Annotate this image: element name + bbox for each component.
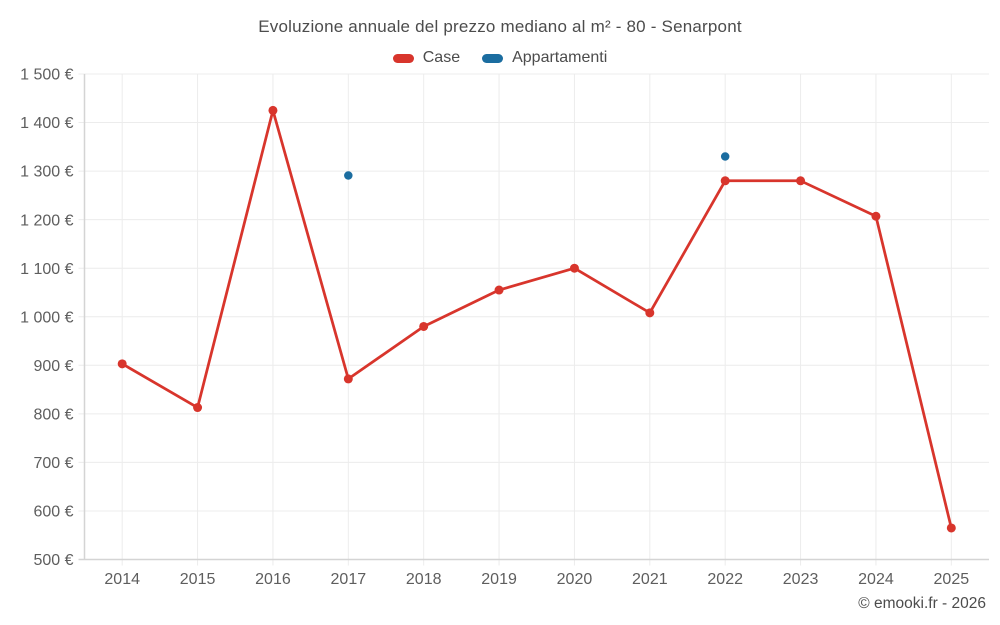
y-axis-label-1500: 1 500 € bbox=[20, 67, 73, 84]
chart-title: Evoluzione annuale del prezzo mediano al… bbox=[258, 17, 742, 36]
case-point-2016[interactable] bbox=[268, 105, 278, 115]
x-axis-label-2017: 2017 bbox=[331, 571, 367, 588]
x-axis-label-2025: 2025 bbox=[934, 571, 970, 588]
x-axis-label-2015: 2015 bbox=[180, 571, 216, 588]
case-line bbox=[120, 109, 953, 530]
copyright-footer: © emooki.fr - 2026 bbox=[858, 595, 986, 612]
case-point-2023[interactable] bbox=[796, 176, 806, 186]
case-point-2015[interactable] bbox=[193, 403, 203, 413]
case-point-2024[interactable] bbox=[871, 211, 881, 221]
y-axis-label-1300: 1 300 € bbox=[20, 164, 73, 181]
legend-item-case[interactable]: Case bbox=[392, 49, 461, 67]
legend-item-appartamenti[interactable]: Appartamenti bbox=[482, 49, 607, 67]
case-point-2022[interactable] bbox=[720, 176, 730, 186]
case-point-2021[interactable] bbox=[645, 308, 655, 318]
case-point-2017[interactable] bbox=[343, 374, 353, 384]
legend-label-appartamenti: Appartamenti bbox=[512, 49, 608, 66]
appartamenti-point-2022[interactable] bbox=[720, 152, 730, 161]
y-axis-label-600: 600 € bbox=[33, 504, 73, 521]
series-appartamenti bbox=[344, 152, 730, 180]
legend-label-case: Case bbox=[422, 49, 461, 66]
x-axis-label-2014: 2014 bbox=[104, 571, 140, 588]
y-axis-labels: 1 500 € 1 400 € 1 300 € 1 200 € 1 100 € 1 000… bbox=[20, 67, 73, 569]
appartamenti-series-swatch-icon bbox=[482, 53, 504, 63]
case-point-2020[interactable] bbox=[569, 263, 579, 273]
y-axis-label-900: 900 € bbox=[33, 358, 73, 375]
x-axis-label-2024: 2024 bbox=[858, 571, 894, 588]
x-axis-label-2019: 2019 bbox=[481, 571, 517, 588]
y-axis-label-800: 800 € bbox=[33, 406, 73, 423]
appartamenti-point-2017[interactable] bbox=[344, 171, 353, 180]
y-axis-label-700: 700 € bbox=[33, 455, 73, 472]
x-axis-label-2023: 2023 bbox=[783, 571, 819, 588]
vertical-gridlines bbox=[121, 74, 952, 566]
x-axis-label-2016: 2016 bbox=[255, 571, 291, 588]
case-point-2018[interactable] bbox=[419, 321, 429, 331]
y-axis-label-1400: 1 400 € bbox=[20, 115, 73, 132]
y-axis-label-500: 500 € bbox=[33, 552, 73, 569]
case-point-2025[interactable] bbox=[946, 523, 956, 533]
chart-legend: Case Appartamenti bbox=[0, 47, 1000, 69]
case-point-2014[interactable] bbox=[117, 359, 127, 369]
y-axis-label-1000: 1 000 € bbox=[20, 309, 73, 326]
y-axis-label-1200: 1 200 € bbox=[20, 212, 73, 229]
case-series-swatch-icon bbox=[392, 53, 414, 63]
x-axis-label-2021: 2021 bbox=[632, 571, 668, 588]
x-axis-label-2022: 2022 bbox=[707, 571, 743, 588]
horizontal-gridlines bbox=[78, 73, 989, 561]
x-axis-label-2020: 2020 bbox=[557, 571, 593, 588]
case-point-2019[interactable] bbox=[494, 285, 504, 295]
y-axis-label-1100: 1 100 € bbox=[20, 261, 73, 278]
x-axis-label-2018: 2018 bbox=[406, 571, 442, 588]
x-axis-labels: 2014 2015 2016 2017 2018 2019 2020 2021 2022 2023… bbox=[104, 571, 969, 588]
series-case bbox=[117, 105, 956, 533]
